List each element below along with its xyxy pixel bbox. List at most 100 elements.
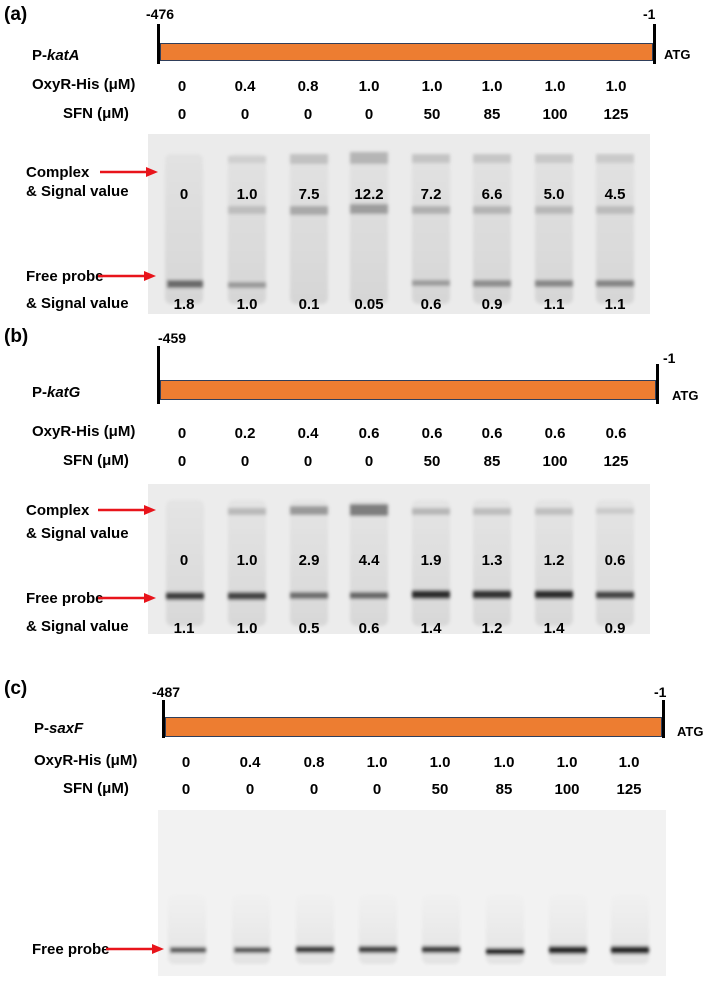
oxyr-row-label: OxyR-His (μM) [34, 752, 138, 769]
oxyr-value: 1.0 [429, 754, 451, 771]
end-coordinate: -1 [663, 350, 676, 366]
oxyr-value: 0 [177, 425, 187, 442]
end-tick [662, 700, 665, 738]
probe-gene: saxF [49, 720, 84, 737]
sfn-value: 50 [431, 781, 449, 798]
complex-signal-value: 7.2 [420, 186, 442, 203]
sfn-value: 0 [240, 453, 250, 470]
complex-signal-label: & Signal value [26, 183, 129, 200]
promoter-probe-bar [160, 43, 653, 61]
free-probe-signal-value: 1.2 [481, 620, 503, 637]
complex-signal-value: 0 [179, 552, 189, 569]
sfn-value: 85 [483, 453, 501, 470]
oxyr-value: 0.8 [297, 78, 319, 95]
end-tick [656, 364, 659, 404]
free-probe-signal-value: 0.1 [298, 296, 320, 313]
sfn-row-label: SFN (μM) [63, 105, 129, 122]
free-probe-signal-value: 0.6 [420, 296, 442, 313]
panel-label: (b) [4, 326, 29, 347]
sfn-value: 85 [495, 781, 513, 798]
free-probe-signal-value: 1.1 [173, 620, 195, 637]
sfn-value: 0 [309, 781, 319, 798]
oxyr-value: 1.0 [618, 754, 640, 771]
end-coordinate: -1 [643, 6, 656, 22]
sfn-value: 125 [603, 106, 629, 123]
sfn-value: 0 [364, 106, 374, 123]
panel-b: (b) -459 -1 ATG P-katG OxyR-His (μM) SFN… [0, 322, 709, 662]
start-coordinate: -476 [146, 6, 175, 22]
sfn-value: 85 [483, 106, 501, 123]
oxyr-value: 0.6 [421, 425, 443, 442]
complex-label: Complex [26, 502, 90, 519]
sfn-value: 125 [603, 453, 629, 470]
sfn-value: 100 [542, 453, 568, 470]
sfn-value: 100 [542, 106, 568, 123]
complex-signal-value: 1.3 [481, 552, 503, 569]
free-probe-signal-value: 0.5 [298, 620, 320, 637]
free-probe-label: Free probe [26, 268, 104, 285]
oxyr-value: 1.0 [421, 78, 443, 95]
sfn-value: 100 [554, 781, 580, 798]
oxyr-value: 1.0 [481, 78, 503, 95]
free-probe-signal-value: 1.4 [543, 620, 565, 637]
complex-signal-value: 5.0 [543, 186, 565, 203]
atg-label: ATG [677, 724, 704, 739]
complex-signal-value: 1.0 [236, 186, 258, 203]
start-tick [162, 700, 165, 738]
sfn-value: 0 [372, 781, 382, 798]
complex-signal-value: 7.5 [298, 186, 320, 203]
free-probe-signal-value: 0.6 [358, 620, 380, 637]
sfn-value: 0 [303, 106, 313, 123]
free-probe-arrow [98, 271, 156, 281]
start-coordinate: -459 [158, 330, 187, 346]
sfn-value: 0 [177, 453, 187, 470]
sfn-row-label: SFN (μM) [63, 452, 129, 469]
end-tick [653, 24, 656, 64]
panel-label: (c) [4, 678, 28, 699]
start-tick [157, 24, 160, 64]
complex-signal-value: 1.0 [236, 552, 258, 569]
free-probe-signal-label: & Signal value [26, 618, 129, 635]
free-probe-signal-value: 1.1 [604, 296, 626, 313]
start-coordinate: -487 [152, 684, 181, 700]
probe-gene: katA [47, 47, 80, 64]
complex-signal-label: & Signal value [26, 525, 129, 542]
free-probe-signal-value: 1.0 [236, 620, 258, 637]
free-probe-signal-label: & Signal value [26, 295, 129, 312]
complex-arrow [100, 167, 158, 177]
panel-label: (a) [4, 4, 28, 25]
complex-arrow [98, 505, 156, 515]
panel-c: (c) -487 -1 ATG P-saxF OxyR-His (μM) SFN… [0, 664, 709, 985]
oxyr-value: 0.4 [297, 425, 319, 442]
start-tick [157, 346, 160, 404]
complex-signal-value: 2.9 [298, 552, 320, 569]
probe-prefix: P- [34, 720, 49, 737]
promoter-probe-bar [160, 380, 656, 400]
probe-prefix: P- [32, 47, 47, 64]
free-probe-signal-value: 1.0 [236, 296, 258, 313]
emsa-gel-image [158, 810, 666, 976]
sfn-value: 0 [364, 453, 374, 470]
sfn-value: 50 [423, 453, 441, 470]
free-probe-signal-value: 0.9 [481, 296, 503, 313]
free-probe-signal-value: 1.4 [420, 620, 442, 637]
sfn-value: 0 [177, 106, 187, 123]
oxyr-value: 0.4 [234, 78, 256, 95]
atg-label: ATG [664, 47, 691, 62]
complex-label: Complex [26, 164, 90, 181]
free-probe-arrow [106, 944, 164, 954]
probe-name: P-katG [32, 384, 80, 401]
complex-signal-value: 4.5 [604, 186, 626, 203]
sfn-value: 0 [303, 453, 313, 470]
oxyr-value: 0 [177, 78, 187, 95]
end-coordinate: -1 [654, 684, 667, 700]
oxyr-value: 0.6 [544, 425, 566, 442]
probe-name: P-katA [32, 47, 80, 64]
oxyr-value: 0.6 [358, 425, 380, 442]
free-probe-signal-value: 1.8 [173, 296, 195, 313]
sfn-value: 0 [181, 781, 191, 798]
oxyr-value: 1.0 [544, 78, 566, 95]
sfn-value: 0 [240, 106, 250, 123]
oxyr-value: 0.8 [303, 754, 325, 771]
oxyr-value: 0.6 [481, 425, 503, 442]
